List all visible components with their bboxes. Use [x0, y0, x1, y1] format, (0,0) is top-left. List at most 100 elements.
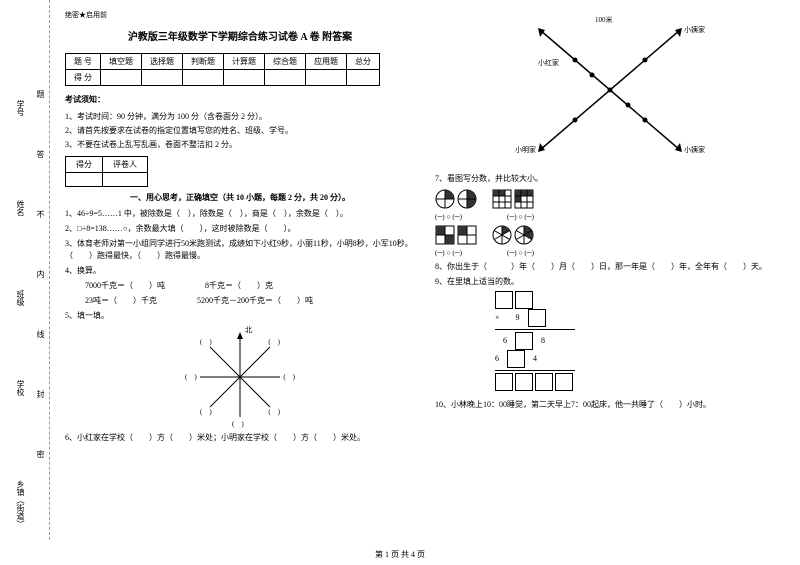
circle-fraction-icon	[457, 189, 477, 209]
seal-char: 不	[35, 210, 46, 218]
eval-table: 得分评卷人	[65, 156, 148, 187]
blank-box[interactable]	[555, 373, 573, 391]
blank-box[interactable]	[495, 291, 513, 309]
q4d: 5200千克－200千克＝（ ）吨	[197, 295, 313, 307]
td: 得 分	[66, 70, 101, 86]
blank-box[interactable]	[528, 309, 546, 327]
eval-score: 得分	[66, 156, 103, 172]
th: 题 号	[66, 54, 101, 70]
blank: ( )	[232, 419, 244, 429]
page-footer: 第 1 页 共 4 页	[0, 549, 800, 560]
square-fraction-icon	[435, 225, 455, 245]
td[interactable]	[183, 70, 224, 86]
td[interactable]	[347, 70, 380, 86]
digit: 9	[516, 313, 520, 322]
digit: 8	[541, 336, 545, 345]
td[interactable]	[265, 70, 306, 86]
question-9: 9、在里填上适当的数。	[435, 276, 785, 288]
question-1: 1、46÷9=5……1 中，被除数是（ ），除数是（ ），商是（ ），余数是（ …	[65, 208, 415, 220]
notice-item: 1、考试时间：90 分钟，满分为 100 分（含卷面分 2 分）。	[65, 111, 415, 122]
question-7: 7、看图写分数，并比较大小。	[435, 173, 785, 185]
question-2: 2、□÷8=138……○，余数最大填（ ），这时被除数是（ ）。	[65, 223, 415, 235]
secret-label: 绝密★启用前	[65, 10, 415, 20]
th: 计算题	[224, 54, 265, 70]
q4a: 7000千克＝（ ）吨	[85, 280, 165, 292]
blank-box[interactable]	[515, 373, 533, 391]
margin-label: 乡镇（街道）	[15, 480, 26, 528]
blank: ( )	[268, 337, 280, 347]
square-fraction-icon	[514, 189, 534, 209]
td[interactable]	[142, 70, 183, 86]
td[interactable]	[101, 70, 142, 86]
mult-sign: ×	[495, 313, 500, 322]
blank: ( )	[200, 337, 212, 347]
th: 选择题	[142, 54, 183, 70]
calc-line	[495, 329, 575, 330]
left-column: 绝密★启用前 沪教版三年级数学下学期综合练习试卷 A 卷 附答案 题 号 填空题…	[65, 10, 415, 530]
right-column: 100米 小姨家 小红家 小姨家 小明家 7、看图写分数，并比较大小。 (─) …	[435, 10, 785, 530]
th: 判断题	[183, 54, 224, 70]
binding-margin: 乡镇（街道） 学校 班级 姓名 学号 密 封 线 内 不 答 题	[0, 0, 50, 540]
question-8: 8、你出生于（ ）年（ ）月（ ）日，那一年是（ ）年，全年有（ ）天。	[435, 261, 785, 273]
main-content: 绝密★启用前 沪教版三年级数学下学期综合练习试卷 A 卷 附答案 题 号 填空题…	[50, 0, 800, 540]
digit: 4	[533, 354, 537, 363]
question-3: 3、体育老师对第一小组同学进行50米跑测试，成绩如下小红9秒，小丽11秒，小明8…	[65, 238, 415, 262]
seal-char: 密	[35, 450, 46, 458]
section-title: 一、用心思考，正确填空（共 10 小题，每题 2 分，共 20 分）。	[65, 192, 415, 203]
notice-heading: 考试须知：	[65, 94, 415, 105]
exam-title: 沪教版三年级数学下学期综合练习试卷 A 卷 附答案	[65, 28, 415, 43]
question-6: 6、小红家在学校（ ）方（ ）米处；小明家在学校（ ）方（ ）米处。	[65, 432, 415, 444]
digit: 6	[495, 354, 499, 363]
th: 总分	[347, 54, 380, 70]
seal-char: 封	[35, 390, 46, 398]
x-map-diagram: 100米 小姨家 小红家 小姨家 小明家	[510, 10, 710, 170]
margin-label: 班级	[15, 290, 26, 306]
calc-line	[495, 370, 575, 371]
q4b: 8千克＝（ ）克	[205, 280, 273, 292]
margin-label: 姓名	[15, 200, 26, 216]
blank: ( )	[200, 407, 212, 417]
loc-label: 小姨家	[684, 145, 705, 155]
eval-person: 评卷人	[103, 156, 148, 172]
question-4: 4、换算。	[65, 265, 415, 277]
blank-box[interactable]	[495, 373, 513, 391]
td[interactable]	[306, 70, 347, 86]
fraction-compare-2: (─) ○ (─) (─) ○ (─)	[435, 249, 785, 257]
square-fraction-icon	[492, 189, 512, 209]
digit: 6	[503, 336, 507, 345]
blank-box[interactable]	[515, 291, 533, 309]
loc-label: 小姨家	[684, 25, 705, 35]
square-fraction-icon	[457, 225, 477, 245]
blank: ( )	[185, 372, 197, 382]
fraction-row-2	[435, 225, 785, 245]
blank-box[interactable]	[515, 332, 533, 350]
eval-blank[interactable]	[66, 172, 103, 186]
blank: ( )	[268, 407, 280, 417]
fraction-compare-1: (─) ○ (─) (─) ○ (─)	[435, 213, 785, 221]
margin-label: 学校	[15, 380, 26, 396]
fraction-row-1	[435, 189, 785, 209]
blank-box[interactable]	[535, 373, 553, 391]
multiplication-work: × 9 6 8 6 4	[495, 291, 785, 391]
loc-label: 小明家	[515, 145, 536, 155]
circle-fraction-icon	[492, 225, 512, 245]
compass-diagram: 北 ( ) ( ) ( ) ( ) ( ) ( ) ( )	[190, 327, 290, 427]
loc-label: 小红家	[538, 58, 559, 68]
circle-fraction-icon	[435, 189, 455, 209]
th: 应用题	[306, 54, 347, 70]
seal-char: 线	[35, 330, 46, 338]
blank: ( )	[283, 372, 295, 382]
seal-char: 题	[35, 90, 46, 98]
notice-item: 3、不要在试卷上乱写乱画，卷面不整洁扣 2 分。	[65, 139, 415, 150]
circle-fraction-icon	[514, 225, 534, 245]
notice-item: 2、请首先按要求在试卷的指定位置填写您的姓名、班级、学号。	[65, 125, 415, 136]
eval-blank[interactable]	[103, 172, 148, 186]
margin-label: 学号	[15, 100, 26, 116]
th: 综合题	[265, 54, 306, 70]
td[interactable]	[224, 70, 265, 86]
seal-char: 答	[35, 150, 46, 158]
north-label: 北	[245, 325, 252, 335]
score-table: 题 号 填空题 选择题 判断题 计算题 综合题 应用题 总分 得 分	[65, 53, 380, 86]
question-10: 10、小林晚上10：00睡觉，第二天早上7：00起床，他一共睡了（ ）小时。	[435, 399, 785, 411]
blank-box[interactable]	[507, 350, 525, 368]
